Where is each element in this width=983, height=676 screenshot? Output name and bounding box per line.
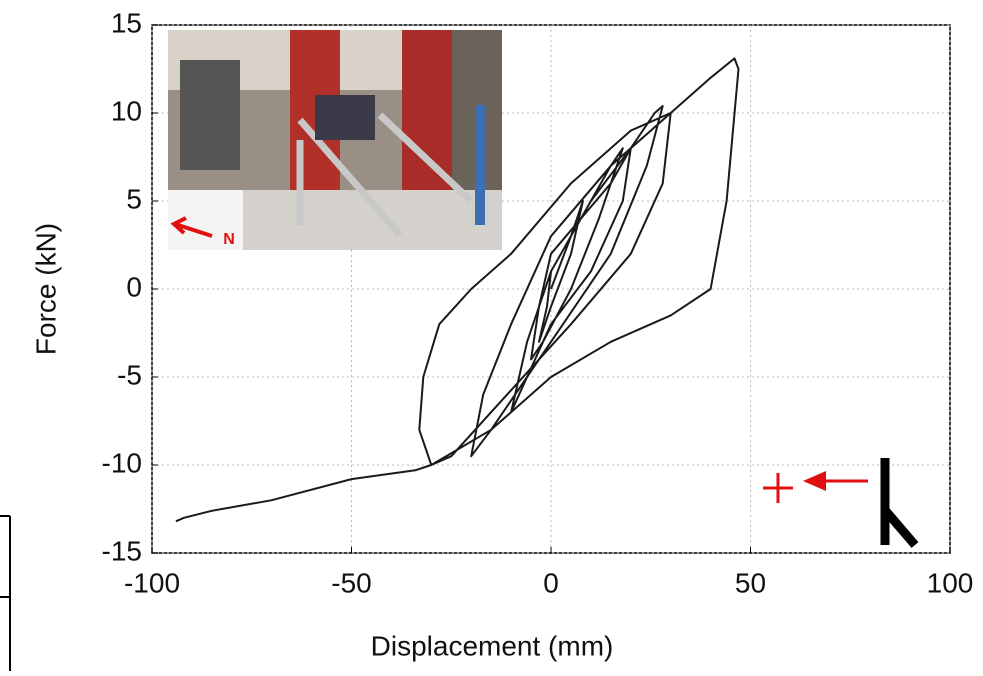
x-tick-label: 50 — [735, 567, 766, 598]
inset-label: N — [223, 231, 235, 248]
y-tick-label: -15 — [102, 535, 142, 566]
y-tick-label: 10 — [111, 95, 142, 126]
x-tick-label: -100 — [124, 567, 180, 598]
load-symbol — [763, 458, 919, 548]
x-tick-label: -50 — [331, 567, 371, 598]
y-tick-label: 0 — [126, 271, 142, 302]
x-axis-label: Displacement (mm) — [371, 630, 614, 661]
y-axis-label: Force (kN) — [30, 223, 61, 355]
x-tick-label: 0 — [543, 567, 559, 598]
y-tick-label: -10 — [102, 447, 142, 478]
hysteresis-curve — [175, 57, 740, 523]
y-tick-label: 5 — [126, 183, 142, 214]
y-tick-label: -5 — [117, 359, 142, 390]
inset-photo: N — [168, 30, 502, 250]
x-tick-label: 100 — [927, 567, 974, 598]
left-frame — [0, 515, 11, 671]
y-tick-label: 15 — [111, 7, 142, 38]
